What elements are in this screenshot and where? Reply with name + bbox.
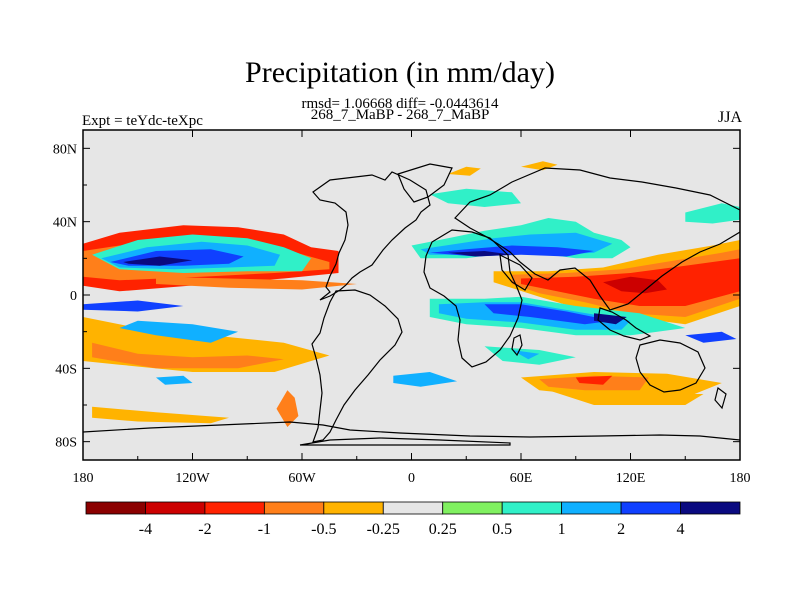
- colorbar-swatch: [145, 501, 206, 515]
- x-tick-label: 180: [73, 471, 94, 486]
- colorbar-swatch: [323, 501, 384, 515]
- contour-central-pacific-wet-patch-39: [685, 203, 740, 224]
- colorbar-swatch: [561, 501, 622, 515]
- y-tick-label: 40N: [53, 216, 77, 231]
- contour-north-africa-india-wet-17: [448, 251, 512, 257]
- x-tick-label: 60E: [510, 471, 533, 486]
- contour-patagonia-dry-patch-13: [276, 390, 299, 427]
- colorbar-label: -2: [198, 521, 211, 538]
- colorbar-label: 0.25: [429, 521, 457, 538]
- contour-equatorial-wet-band-27: [484, 304, 613, 325]
- colorbar-label: 4: [677, 521, 685, 538]
- stats-label: rmsd= 1.06668 diff= -0.0443614: [301, 96, 499, 112]
- coastlines: [83, 163, 740, 446]
- x-tick-label: 60W: [288, 471, 316, 486]
- contour-south-pacific-wet-arc-10: [119, 320, 239, 343]
- y-tick-label: 80N: [53, 142, 77, 157]
- y-tick-label: 40S: [55, 362, 77, 377]
- colorbar-label: 0.5: [492, 521, 512, 538]
- contour-central-pacific-dry-tongue-6: [156, 276, 357, 290]
- colorbar-swatch: [382, 501, 444, 515]
- colorbar-label: -0.5: [311, 521, 336, 538]
- contour-north-pacific-wet-band-5: [123, 256, 193, 266]
- colorbar: -4 -2 -1 -0.5 -0.25 0.25 0.5 1 2 4: [85, 501, 741, 538]
- contour-west-pacific-wet-spots-29: [685, 331, 737, 343]
- colorbar-label: 2: [617, 521, 625, 538]
- contour-equatorial-wet-band-28: [594, 313, 627, 325]
- contour-eurasia-patches-18: [429, 188, 521, 207]
- x-tick-label: 120W: [175, 471, 210, 486]
- colorbar-swatch: [620, 501, 681, 515]
- colorbar-label: 1: [558, 521, 566, 538]
- contour-south-pacific-belt-9: [92, 342, 284, 369]
- x-axis: 180 120W 60W 0 60E 120E 180: [73, 130, 751, 486]
- contour-antarctic-dry-patch-36: [548, 390, 704, 405]
- colorbar-swatch: [442, 501, 503, 515]
- case-label: 268_7_MaBP - 268_7_MaBP: [310, 107, 490, 123]
- colorbar-swatch: [204, 501, 265, 515]
- contour-southern-ocean-wet-spots-38: [393, 372, 458, 387]
- season-label: JJA: [717, 109, 742, 126]
- x-tick-label: 120E: [616, 471, 646, 486]
- y-axis: 80N 40N 0 40S 80S: [53, 142, 740, 451]
- y-tick-label: 0: [70, 289, 77, 304]
- x-tick-label: 180: [730, 471, 751, 486]
- contour-southern-ocean-wet-spots-37: [156, 375, 193, 385]
- x-tick-label: 0: [408, 471, 415, 486]
- chart-title: Precipitation (in mm/day): [245, 56, 555, 89]
- colorbar-swatch: [501, 501, 563, 515]
- colorbar-swatch: [85, 501, 146, 515]
- colorbar-label: -4: [139, 521, 152, 538]
- contour-arctic-patch-40: [448, 166, 481, 176]
- colorbar-swatch: [680, 501, 741, 515]
- contour-south-indian-dry-band-35: [575, 375, 613, 385]
- contour-equatorial-wet-strip-7: [83, 300, 184, 312]
- colorbar-swatch: [263, 501, 325, 515]
- y-tick-label: 80S: [55, 436, 77, 451]
- contour-west-pacific-dry-core-24: [603, 276, 667, 294]
- colorbar-label: -1: [258, 521, 271, 538]
- colorbar-label: -0.25: [367, 521, 400, 538]
- contour-southern-ocean-belt-12: [92, 406, 229, 424]
- experiment-label: Expt = teYdc-teXpc: [82, 113, 203, 129]
- contour-fields: [83, 161, 740, 431]
